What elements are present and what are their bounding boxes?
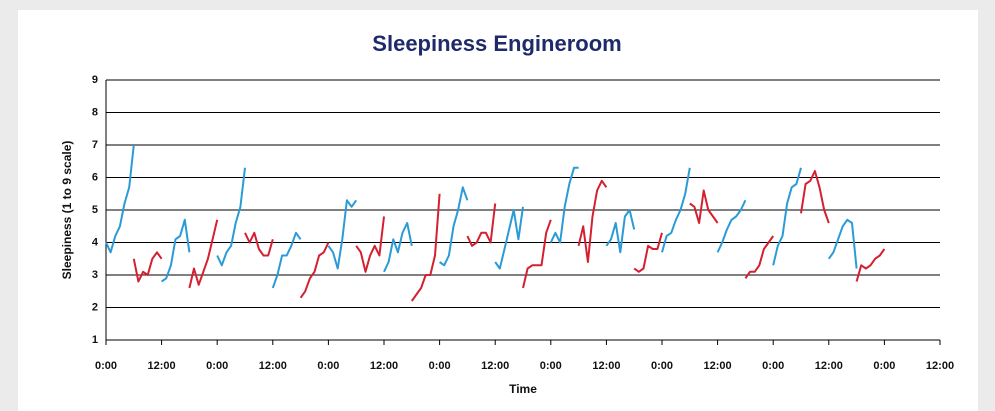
- x-tick-label: 12:00: [926, 360, 954, 372]
- y-tick-label: 2: [92, 301, 98, 313]
- y-tick-label: 6: [92, 171, 98, 183]
- y-tick-label: 4: [92, 236, 99, 248]
- y-tick-label: 9: [92, 74, 98, 86]
- x-tick-label: 0:00: [429, 360, 451, 372]
- chart-title: Sleepiness Engineroom: [372, 31, 621, 56]
- x-axis-label: Time: [509, 382, 537, 396]
- x-tick-label: 0:00: [651, 360, 673, 372]
- y-tick-label: 3: [92, 269, 98, 281]
- x-tick-label: 0:00: [540, 360, 562, 372]
- series-line: [105, 144, 858, 289]
- x-tick-label: 0:00: [873, 360, 895, 372]
- series-line: [132, 170, 886, 302]
- x-tick-label: 0:00: [762, 360, 784, 372]
- x-tick-label: 0:00: [317, 360, 339, 372]
- y-axis-label: Sleepiness (1 to 9 scale): [60, 141, 74, 280]
- y-tick-label: 1: [92, 334, 98, 346]
- y-tick-label: 7: [92, 139, 98, 151]
- x-tick-label: 12:00: [148, 360, 176, 372]
- x-tick-label: 12:00: [481, 360, 509, 372]
- x-tick-label: 12:00: [259, 360, 287, 372]
- y-tick-label: 8: [92, 106, 98, 118]
- y-tick-label: 5: [92, 204, 98, 216]
- x-tick-label: 0:00: [95, 360, 117, 372]
- x-tick-label: 12:00: [592, 360, 620, 372]
- x-tick-label: 12:00: [815, 360, 843, 372]
- x-tick-label: 12:00: [370, 360, 398, 372]
- x-tick-label: 0:00: [206, 360, 228, 372]
- x-tick-label: 12:00: [704, 360, 732, 372]
